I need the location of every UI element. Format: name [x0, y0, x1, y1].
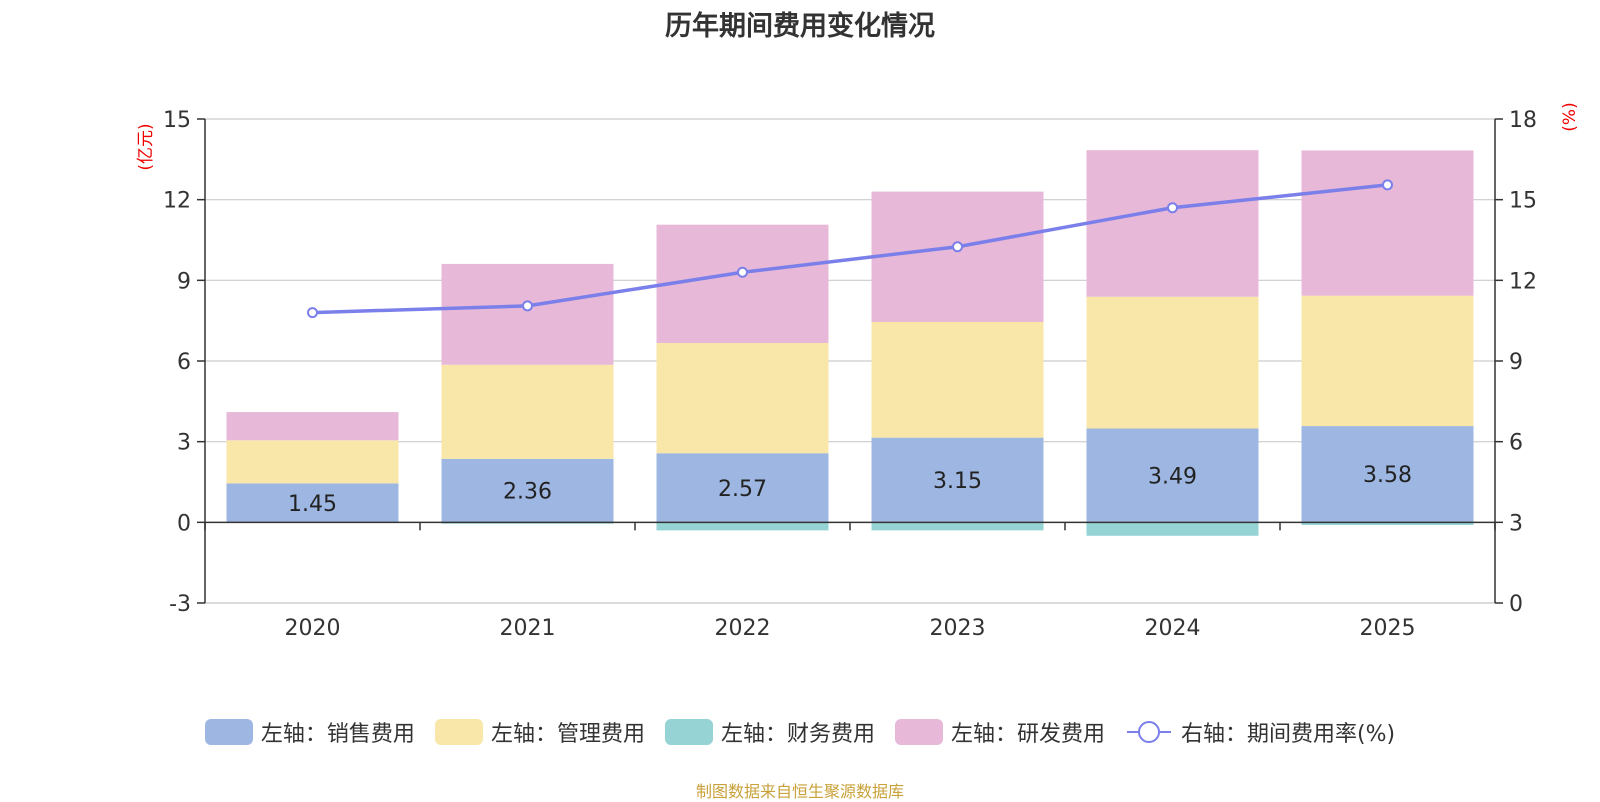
bar-segment — [1086, 428, 1259, 523]
right-tick-label: 3 — [1509, 511, 1523, 536]
rate-point — [1167, 202, 1178, 214]
legend-label: 左轴：管理费用 — [490, 722, 645, 747]
bar-segment — [226, 440, 399, 484]
rate-point — [522, 300, 533, 312]
legend-item[interactable]: 左轴：管理费用 — [434, 716, 645, 748]
data-label: 3.58 — [1363, 463, 1412, 488]
category-label: 2021 — [500, 616, 556, 641]
legend-label: 右轴：期间费用率(%) — [1180, 722, 1396, 747]
legend-label: 左轴：销售费用 — [260, 722, 415, 747]
data-label: 2.57 — [718, 477, 767, 502]
legend-label: 左轴：财务费用 — [720, 722, 875, 747]
source-note: 制图数据来自恒生聚源数据库 — [695, 782, 904, 801]
legend: 左轴：销售费用 左轴：管理费用 左轴：财务费用 左轴：研发费用 右轴：期间费用率(%) — [0, 716, 1600, 748]
right-tick-label: 9 — [1509, 350, 1523, 375]
legend-item[interactable]: 右轴：期间费用率(%) — [1125, 716, 1395, 748]
left-tick-label: -3 — [169, 592, 191, 617]
legend-item[interactable]: 左轴：研发费用 — [894, 716, 1105, 748]
left-tick-label: 15 — [163, 108, 191, 133]
bar-segment — [871, 191, 1044, 323]
rate-point — [307, 307, 318, 319]
legend-label: 左轴：研发费用 — [950, 722, 1105, 747]
right-tick-label: 12 — [1509, 269, 1537, 294]
category-label: 2020 — [285, 616, 341, 641]
bar-segment — [1086, 150, 1259, 297]
left-tick-label: 0 — [177, 511, 191, 536]
data-labels: 1.45 2.36 2.57 3.15 3.49 3.58 — [288, 463, 1412, 517]
bar-segment — [871, 437, 1044, 523]
rate-point — [1382, 179, 1393, 191]
left-tick-label: 3 — [177, 431, 191, 456]
category-label: 2022 — [715, 616, 771, 641]
bar-segment — [226, 412, 399, 441]
bar-segment — [1301, 522, 1474, 526]
chart-title: 历年期间费用变化情况 — [665, 11, 935, 42]
right-tick-label: 15 — [1509, 189, 1537, 214]
bar-segment — [1301, 295, 1474, 427]
legend-swatch — [664, 719, 713, 745]
bar-segment — [441, 364, 614, 459]
rate-point — [952, 241, 963, 253]
legend-swatch — [894, 719, 943, 745]
category-label: 2025 — [1360, 616, 1416, 641]
bar-segment — [656, 342, 829, 454]
legend-swatch — [434, 719, 483, 745]
bar-segment — [226, 483, 399, 523]
axes: -3 0 3 6 9 12 15 0 3 6 9 12 15 18 (亿元) (%) 2020 2021 2022 2… — [136, 102, 1580, 641]
data-label: 3.49 — [1148, 464, 1197, 489]
bar-segment — [656, 453, 829, 523]
legend-line-icon — [1126, 721, 1171, 743]
bar-segment — [871, 322, 1044, 438]
rate-line — [307, 179, 1393, 319]
bars — [226, 150, 1474, 536]
right-tick-label: 6 — [1509, 431, 1523, 456]
right-axis-unit: (%) — [1560, 102, 1580, 131]
data-label: 3.15 — [933, 469, 982, 494]
bar-segment — [1086, 296, 1259, 429]
left-tick-label: 6 — [177, 350, 191, 375]
legend-item[interactable]: 左轴：销售费用 — [204, 716, 415, 748]
category-label: 2023 — [930, 616, 986, 641]
legend-swatch — [204, 719, 253, 745]
bar-segment — [871, 522, 1044, 531]
bar-segment — [1301, 150, 1474, 296]
data-label: 2.36 — [503, 480, 552, 505]
rate-point — [737, 266, 748, 278]
bar-segment — [656, 224, 829, 343]
bar-segment — [1086, 522, 1259, 536]
left-tick-label: 12 — [163, 189, 191, 214]
category-label: 2024 — [1145, 616, 1201, 641]
rate-line-path — [312, 183, 1388, 315]
bar-segment — [656, 522, 829, 531]
left-tick-label: 9 — [177, 269, 191, 294]
bar-segment — [1301, 426, 1474, 523]
gridlines — [205, 118, 1495, 604]
left-axis-unit: (亿元) — [136, 123, 156, 170]
bar-segment — [441, 263, 614, 365]
data-label: 1.45 — [288, 492, 337, 517]
right-tick-label: 18 — [1509, 108, 1537, 133]
bar-segment — [441, 458, 614, 523]
right-tick-label: 0 — [1509, 592, 1523, 617]
legend-item[interactable]: 左轴：财务费用 — [664, 716, 875, 748]
